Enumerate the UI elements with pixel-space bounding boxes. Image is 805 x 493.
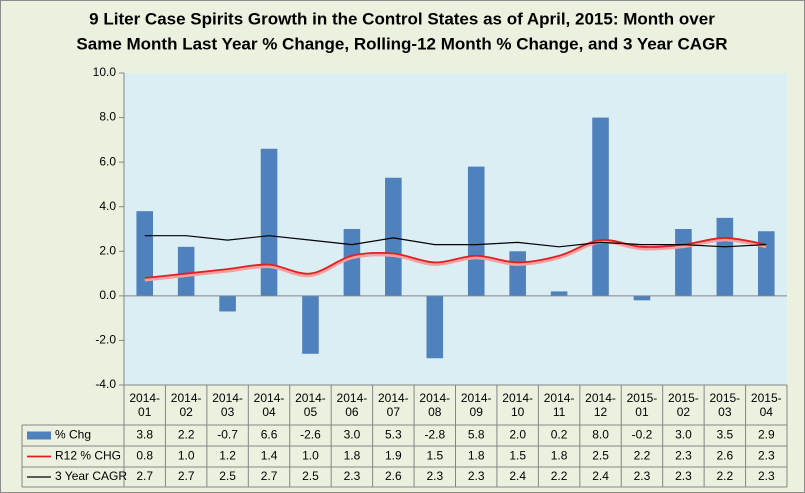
- table-cell: 1.5: [509, 449, 526, 463]
- x-tick-label: 2015-02: [668, 391, 699, 419]
- bar: [219, 295, 236, 312]
- table-cell: 1.0: [178, 449, 195, 463]
- table-cell: 1.8: [468, 449, 485, 463]
- table-cell: 2.4: [592, 469, 609, 483]
- x-tick-label: 2014-07: [377, 391, 409, 419]
- table-cell: 3.0: [675, 428, 692, 442]
- y-tick-label: -4.0: [95, 377, 116, 391]
- table-cell: 1.4: [261, 449, 278, 463]
- table-cell: 2.5: [219, 469, 236, 483]
- x-tick-label: 2014-10: [502, 391, 533, 419]
- y-tick-label: 6.0: [99, 154, 116, 168]
- bar: [385, 177, 402, 296]
- table-cell: 2.2: [634, 449, 651, 463]
- table-cell: 2.7: [136, 469, 153, 483]
- x-tick-label: 2014-01: [129, 391, 161, 419]
- table-cell: 2.2: [551, 469, 568, 483]
- table-cell: 0.2: [551, 428, 568, 442]
- bar: [633, 295, 651, 301]
- line: [144, 237, 767, 279]
- y-tick-label: 0.0: [99, 288, 116, 302]
- table-cell: 3.5: [717, 428, 734, 442]
- y-tick-label: 2.0: [99, 243, 116, 257]
- x-tick-label: 2014-04: [253, 391, 285, 419]
- x-tick-label: 2014-05: [295, 391, 326, 419]
- legend-label: % Chg: [55, 428, 91, 442]
- y-tick-label: 10.0: [93, 65, 117, 79]
- table-cell: 2.2: [178, 428, 195, 442]
- table-cell: 2.3: [675, 469, 692, 483]
- table-cell: 2.9: [758, 428, 775, 442]
- bar: [177, 246, 195, 296]
- table-cell: 1.8: [344, 449, 361, 463]
- bar: [757, 231, 775, 296]
- table-cell: 1.2: [219, 449, 236, 463]
- bar: [509, 251, 526, 296]
- table-cell: 8.0: [592, 428, 609, 442]
- table-cell: 3.0: [344, 428, 361, 442]
- table-cell: -2.8: [424, 428, 445, 442]
- table-cell: 5.8: [468, 428, 485, 442]
- x-tick-label: 2014-03: [212, 391, 243, 419]
- bar: [592, 117, 609, 296]
- bar: [675, 229, 692, 296]
- bar: [426, 295, 444, 359]
- table-cell: 2.5: [592, 449, 609, 463]
- bar: [343, 229, 361, 296]
- legend-key: [27, 431, 51, 440]
- legend-label: 3 Year CAGR: [55, 469, 127, 483]
- table-cell: 1.8: [551, 449, 568, 463]
- table-cell: 2.5: [302, 469, 319, 483]
- table-cell: 5.3: [385, 428, 402, 442]
- table-cell: 2.3: [634, 469, 651, 483]
- table-cell: 6.6: [261, 428, 278, 442]
- table-cell: -0.2: [632, 428, 653, 442]
- bar: [260, 148, 278, 296]
- table-cell: 2.3: [344, 469, 361, 483]
- table-cell: -0.7: [217, 428, 238, 442]
- x-tick-label: 2015-04: [750, 391, 782, 419]
- x-tick-label: 2014-06: [336, 391, 368, 419]
- table-cell: 2.3: [675, 449, 692, 463]
- x-tick-label: 2014-12: [585, 391, 616, 419]
- table-cell: 2.3: [758, 469, 775, 483]
- table-cell: 0.8: [136, 449, 153, 463]
- legend-label: R12 % CHG: [55, 449, 121, 463]
- bar: [136, 211, 154, 296]
- table-cell: 2.2: [717, 469, 734, 483]
- table-cell: 3.8: [136, 428, 153, 442]
- table-cell: -2.6: [300, 428, 321, 442]
- x-tick-label: 2014-02: [170, 391, 202, 419]
- table-cell: 2.4: [509, 469, 526, 483]
- chart-title: Same Month Last Year % Change, Rolling-1…: [76, 34, 727, 53]
- table-cell: 1.0: [302, 449, 319, 463]
- line: [144, 235, 767, 248]
- y-tick-label: -2.0: [95, 333, 116, 347]
- x-tick-label: 2014-11: [543, 391, 575, 419]
- table-cell: 1.5: [426, 449, 443, 463]
- x-tick-label: 2015-03: [709, 391, 741, 419]
- table-cell: 2.7: [261, 469, 278, 483]
- bar: [716, 217, 734, 296]
- x-tick-label: 2014-09: [460, 391, 492, 419]
- table-cell: 2.3: [426, 469, 443, 483]
- chart-title: 9 Liter Case Spirits Growth in the Contr…: [89, 9, 715, 28]
- y-tick-label: 4.0: [99, 199, 116, 213]
- x-tick-label: 2015-01: [626, 391, 658, 419]
- x-tick-label: 2014-08: [419, 391, 451, 419]
- bar: [550, 291, 568, 296]
- table-cell: 2.3: [758, 449, 775, 463]
- table-cell: 2.0: [509, 428, 526, 442]
- table-cell: 1.9: [385, 449, 402, 463]
- line-shadow: [144, 237, 767, 282]
- table-cell: 2.7: [178, 469, 195, 483]
- bar: [467, 166, 485, 296]
- table-cell: 2.6: [385, 469, 402, 483]
- y-tick-label: 8.0: [99, 110, 116, 124]
- table-cell: 2.3: [468, 469, 485, 483]
- bar: [302, 295, 319, 354]
- table-cell: 2.6: [717, 449, 734, 463]
